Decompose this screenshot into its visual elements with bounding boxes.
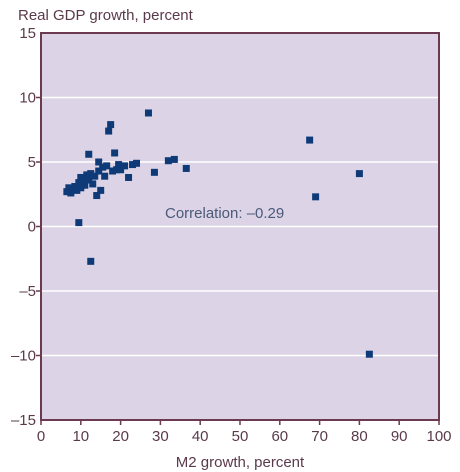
data-point [63,188,71,196]
data-point [87,170,95,178]
x-tick-label: 40 [192,428,209,445]
data-point [355,170,363,178]
y-tick-label: 5 [28,154,36,171]
data-point [125,173,133,181]
data-point [65,184,73,192]
data-point [99,163,107,171]
data-point [117,166,125,174]
y-tick-label: –10 [11,348,36,365]
data-point [75,179,83,187]
y-axis-title: Real GDP growth, percent [18,7,194,24]
x-tick-label: 80 [351,428,368,445]
data-point [87,257,95,265]
data-point [170,155,178,163]
data-point [71,183,79,191]
data-point [109,167,117,175]
data-point [103,162,111,170]
y-tick-label: 0 [28,219,36,236]
data-point [93,192,101,200]
data-point [95,167,103,175]
data-point [129,161,137,169]
data-point [182,164,190,172]
data-point [101,172,109,180]
x-tick-label: 30 [152,428,169,445]
data-point [306,136,314,144]
y-tick-label: 15 [19,25,36,42]
x-tick-label: 70 [311,428,328,445]
data-point [365,350,373,358]
y-tick-label: –5 [19,283,36,300]
data-point [91,172,99,180]
x-tick-label: 60 [271,428,288,445]
y-tick-labels: –15 –10 –5 0 5 10 15 [11,25,36,429]
data-point [164,157,172,165]
data-point [105,127,113,135]
data-point [150,168,158,176]
x-tick-labels: 0 10 20 30 40 50 60 70 80 90 100 [37,428,452,445]
y-tick-label: –15 [11,412,36,429]
data-points [63,109,373,358]
data-point [79,177,87,185]
x-tick-label: 100 [426,428,451,445]
data-point [77,184,85,192]
data-point [97,186,105,194]
data-point [113,166,121,174]
data-point [89,180,97,188]
data-point [133,159,141,167]
data-point [77,173,85,181]
data-point [75,219,83,227]
data-point [111,149,119,157]
data-point [83,171,91,179]
y-tick-label: 10 [19,90,36,107]
data-point [121,162,129,170]
data-point [67,189,75,197]
x-tick-label: 20 [112,428,129,445]
x-tick-label: 10 [72,428,89,445]
data-point [95,158,103,166]
data-point [312,193,320,201]
x-tick-label: 90 [391,428,408,445]
data-point [85,150,93,158]
x-axis-title: M2 growth, percent [176,454,305,471]
data-point [81,181,89,189]
x-tick-label: 0 [37,428,45,445]
data-point [144,109,152,117]
data-point [107,121,115,129]
data-point [85,176,93,184]
correlation-annotation: Correlation: –0.29 [165,205,284,222]
data-point [115,161,123,169]
data-point [73,186,81,194]
x-tick-label: 50 [232,428,249,445]
